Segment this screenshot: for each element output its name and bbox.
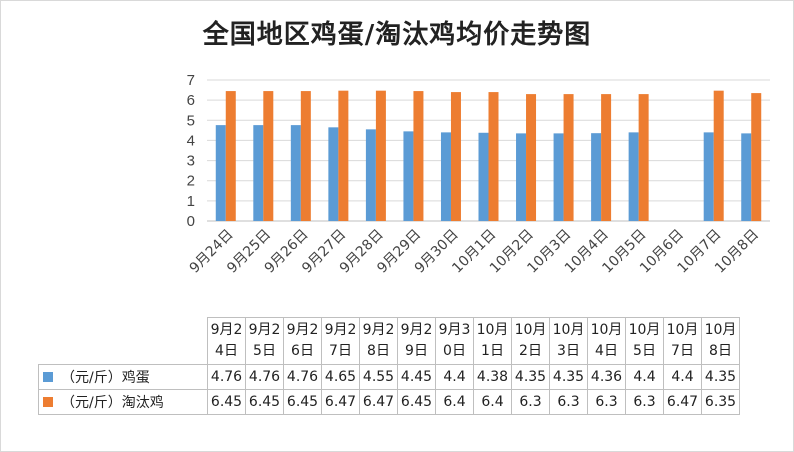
table-header-cell: 9月25日 xyxy=(245,317,284,365)
bar-hen xyxy=(563,94,574,221)
table-corner xyxy=(38,317,208,365)
bar-egg xyxy=(591,133,602,221)
table-cell: 4.65 xyxy=(321,364,360,390)
legend-swatch xyxy=(43,372,53,382)
table-header-cell: 10月3日 xyxy=(549,317,588,365)
y-tick-label: 5 xyxy=(187,112,195,129)
y-tick-label: 1 xyxy=(187,193,195,210)
y-tick-label: 2 xyxy=(187,173,195,190)
table-cell: 6.3 xyxy=(549,389,588,415)
table-cell: 4.4 xyxy=(625,364,664,390)
table-cell: 4.55 xyxy=(359,364,398,390)
table-cell: 4.36 xyxy=(587,364,626,390)
table-cell: 6.45 xyxy=(283,389,322,415)
table-cell: 6.4 xyxy=(473,389,512,415)
y-tick-label: 6 xyxy=(187,92,195,109)
table-cell: 4.76 xyxy=(245,364,284,390)
bar-hen xyxy=(300,91,311,221)
table-header-cell: 10月7日 xyxy=(663,317,702,365)
bar-egg xyxy=(440,132,451,221)
table-cell: 6.47 xyxy=(321,389,360,415)
bar-egg xyxy=(478,132,489,221)
table-cell: 4.4 xyxy=(663,364,702,390)
table-row: （元/斤）鸡蛋 4.76 4.76 4.76 4.65 4.55 4.45 4.4 4.38 4.… xyxy=(38,364,740,390)
y-tick-label: 0 xyxy=(187,213,195,230)
bar-egg xyxy=(215,125,226,221)
table-cell: 6.3 xyxy=(511,389,550,415)
table-header-cell: 9月30日 xyxy=(435,317,474,365)
table-header-cell: 9月24日 xyxy=(207,317,246,365)
table-header-cell: 10月2日 xyxy=(511,317,550,365)
series-name: （元/斤）淘汰鸡 xyxy=(61,395,164,411)
table-row: （元/斤）淘汰鸡 6.45 6.45 6.45 6.47 6.47 6.45 6.4 6.4 6.… xyxy=(38,389,740,415)
y-tick-label: 3 xyxy=(187,153,195,170)
data-table: 9月24日 9月25日 9月26日 9月27日 9月28日 9月29日 9月30日 10月1日… xyxy=(38,317,740,415)
y-tick-label: 7 xyxy=(187,72,195,89)
bar-hen xyxy=(450,92,461,221)
bar-egg xyxy=(703,132,714,221)
bar-egg xyxy=(328,127,339,221)
legend-swatch xyxy=(43,397,53,407)
series-label: （元/斤）鸡蛋 xyxy=(38,364,208,390)
bar-hen xyxy=(526,94,537,221)
table-header-cell: 10月5日 xyxy=(625,317,664,365)
bar-hen xyxy=(338,90,349,221)
table-cell: 4.45 xyxy=(397,364,436,390)
bar-egg xyxy=(553,133,564,221)
bar-egg xyxy=(253,125,264,221)
table-cell: 6.3 xyxy=(625,389,664,415)
table-header-cell: 10月4日 xyxy=(587,317,626,365)
bar-egg xyxy=(365,129,376,221)
bar-hen xyxy=(488,92,499,221)
chart-title: 全国地区鸡蛋/淘汰鸡均价走势图 xyxy=(202,20,592,50)
bar-egg xyxy=(403,131,414,221)
table-cell: 6.4 xyxy=(435,389,474,415)
table-cell: 4.76 xyxy=(207,364,246,390)
bar-hen xyxy=(713,90,724,221)
table-cell: 4.38 xyxy=(473,364,512,390)
table-cell: 4.76 xyxy=(283,364,322,390)
series-label: （元/斤）淘汰鸡 xyxy=(38,389,208,415)
bar-egg xyxy=(741,133,752,221)
table-cell: 6.45 xyxy=(245,389,284,415)
table-cell: 6.47 xyxy=(359,389,398,415)
bar-hen xyxy=(263,91,274,221)
bar-egg xyxy=(516,133,527,221)
table-header-cell: 10月1日 xyxy=(473,317,512,365)
series-name: （元/斤）鸡蛋 xyxy=(61,370,150,386)
table-header-cell: 9月28日 xyxy=(359,317,398,365)
bar-hen xyxy=(638,94,649,221)
table-cell: 4.4 xyxy=(435,364,474,390)
table-header-cell: 9月26日 xyxy=(283,317,322,365)
bar-hen xyxy=(601,94,612,221)
bar-hen xyxy=(225,91,236,221)
table-header-cell: 9月29日 xyxy=(397,317,436,365)
table-cell: 6.45 xyxy=(397,389,436,415)
bar-hen xyxy=(375,90,386,221)
table-header-cell: 9月27日 xyxy=(321,317,360,365)
y-tick-label: 4 xyxy=(187,132,195,149)
table-cell: 6.3 xyxy=(587,389,626,415)
bar-hen xyxy=(413,91,424,221)
bar-hen xyxy=(751,93,762,221)
table-cell: 4.35 xyxy=(549,364,588,390)
table-cell: 6.47 xyxy=(663,389,702,415)
table-cell: 4.35 xyxy=(701,364,740,390)
table-header-cell: 10月8日 xyxy=(701,317,740,365)
bar-egg xyxy=(290,125,301,221)
table-cell: 6.35 xyxy=(701,389,740,415)
bar-egg xyxy=(628,132,639,221)
table-cell: 4.35 xyxy=(511,364,550,390)
table-cell: 6.45 xyxy=(207,389,246,415)
